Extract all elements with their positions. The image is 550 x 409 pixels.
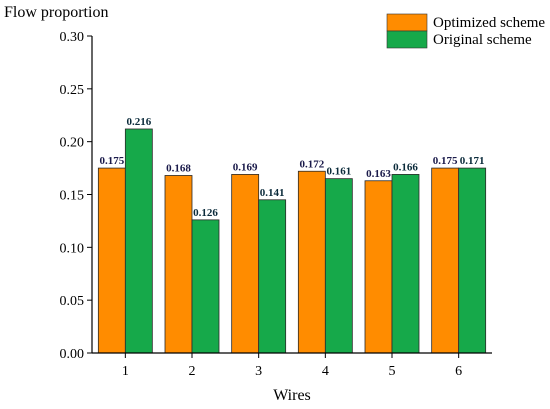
y-tick-label: 0.10 [60,241,85,256]
legend-swatch-optimized [386,13,428,32]
bar-original-wire-5 [391,174,420,354]
bar-original-wire-1 [124,128,153,354]
bar-original-wire-3 [258,199,287,354]
y-tick-label: 0.20 [60,136,85,151]
x-tick-label: 3 [255,364,262,379]
x-tick-label: 2 [189,364,196,379]
legend-swatch-original [386,30,428,49]
bar-optimized-wire-3 [231,174,260,354]
legend: Optimized scheme Original scheme [386,13,545,49]
data-label-optimized-wire-5: 0.163 [366,168,391,180]
y-tick-label: 0.25 [60,83,85,98]
x-tick-label: 1 [122,364,129,379]
data-label-optimized-wire-3: 0.169 [233,161,258,173]
x-axis-title: Wires [273,387,311,404]
data-label-original-wire-3: 0.141 [260,187,285,199]
bar-optimized-wire-6 [431,167,460,354]
data-label-original-wire-5: 0.166 [393,161,418,173]
y-tick-label: 0.05 [60,294,85,309]
x-tick-label: 5 [389,364,396,379]
y-axis-title: Flow proportion [4,4,108,21]
data-label-optimized-wire-2: 0.168 [166,162,191,174]
legend-label-optimized: Optimized scheme [433,15,545,31]
bar-original-wire-4 [324,178,353,354]
y-tick-label: 0.15 [60,189,85,204]
bar-optimized-wire-5 [364,180,393,354]
data-label-optimized-wire-4: 0.172 [299,158,324,170]
x-tick-label: 6 [455,364,462,379]
data-label-original-wire-1: 0.216 [126,116,151,128]
x-tick-label: 4 [322,364,329,379]
bar-original-wire-2 [191,219,220,354]
bar-optimized-wire-4 [297,170,326,354]
legend-label-original: Original scheme [433,32,532,48]
data-label-optimized-wire-1: 0.175 [99,155,124,167]
y-tick-label: 0.00 [60,347,85,362]
y-tick-label: 0.30 [60,30,85,45]
bar-optimized-wire-2 [164,175,193,354]
data-label-original-wire-4: 0.161 [326,166,351,178]
data-label-original-wire-6: 0.171 [460,155,485,167]
data-label-optimized-wire-6: 0.175 [433,155,458,167]
data-label-original-wire-2: 0.126 [193,207,218,219]
bar-optimized-wire-1 [97,167,126,354]
bar-original-wire-6 [458,167,487,354]
